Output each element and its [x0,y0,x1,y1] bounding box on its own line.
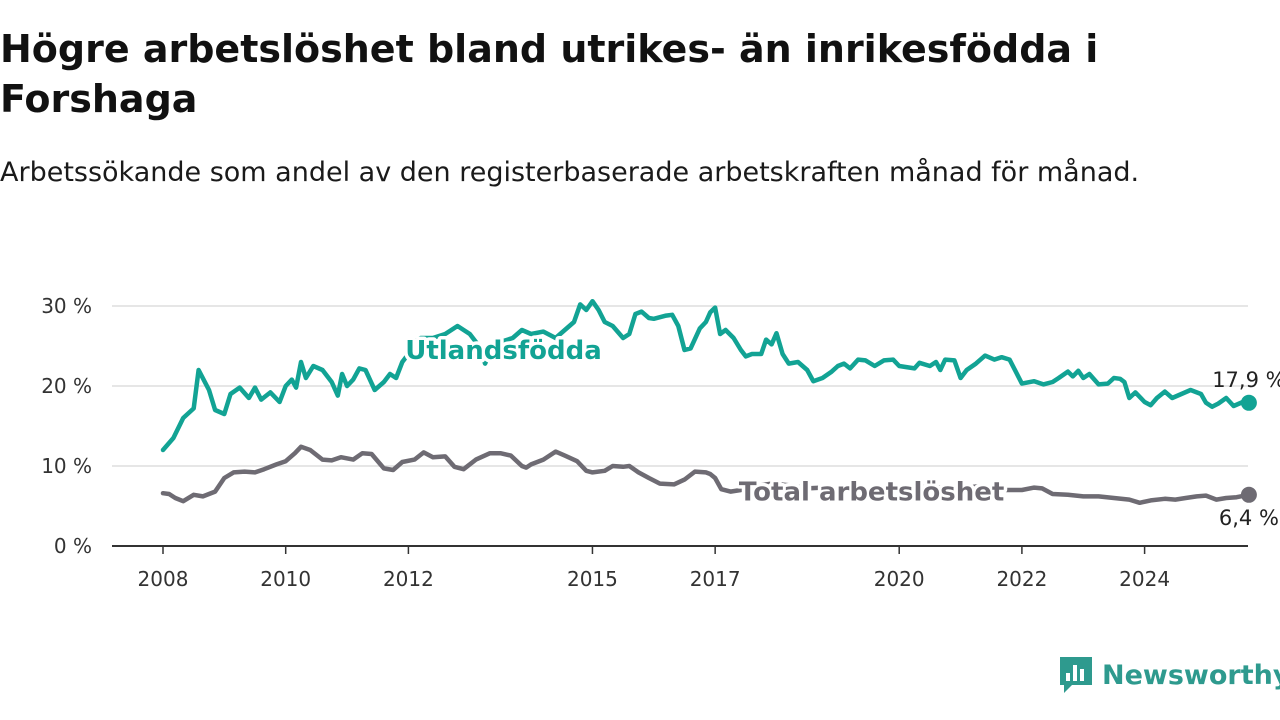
chart-subtitle: Arbetssökande som andel av den registerb… [0,157,1140,188]
x-tick-label: 2017 [690,567,741,591]
x-tick-label: 2015 [567,567,618,591]
x-tick-label: 2008 [138,567,189,591]
x-tick-label: 2020 [874,567,925,591]
axes: 0 % 10 % 20 % 30 % 2008 2010 2012 2015 2017 2020 2… [41,294,1248,591]
series-name-label: Utlandsfödda [405,336,602,366]
newsworthy-logo: Newsworthy [1058,654,1280,696]
series-line-1 [160,444,1252,506]
x-tick-label: 2022 [996,567,1047,591]
y-tick-label: 0 % [54,534,92,558]
series-labels: 17,9 % 6,4 % Utlandsfödda Total arbetslöshe… [402,333,1280,530]
series-lines [160,298,1257,506]
series-end-label: 6,4 % [1219,506,1279,530]
gridlines [112,305,1248,467]
series-name-label: Total arbetslöshet [739,478,1004,508]
series-end-marker [1240,394,1257,411]
y-tick-label: 10 % [41,454,92,478]
x-tick-label: 2010 [260,567,311,591]
chart-title: Högre arbetslöshet bland utrikes- än inr… [0,27,1099,121]
y-tick-label: 20 % [41,374,92,398]
x-tick-label: 2024 [1119,567,1170,591]
bar-chart-badge-icon [1060,657,1092,693]
series-line-0 [160,298,1252,453]
y-tick-label: 30 % [41,294,92,318]
x-tick-label: 2012 [383,567,434,591]
series-end-label: 17,9 % [1212,368,1280,392]
brand-name: Newsworthy [1102,659,1280,691]
series-end-marker [1240,486,1257,503]
